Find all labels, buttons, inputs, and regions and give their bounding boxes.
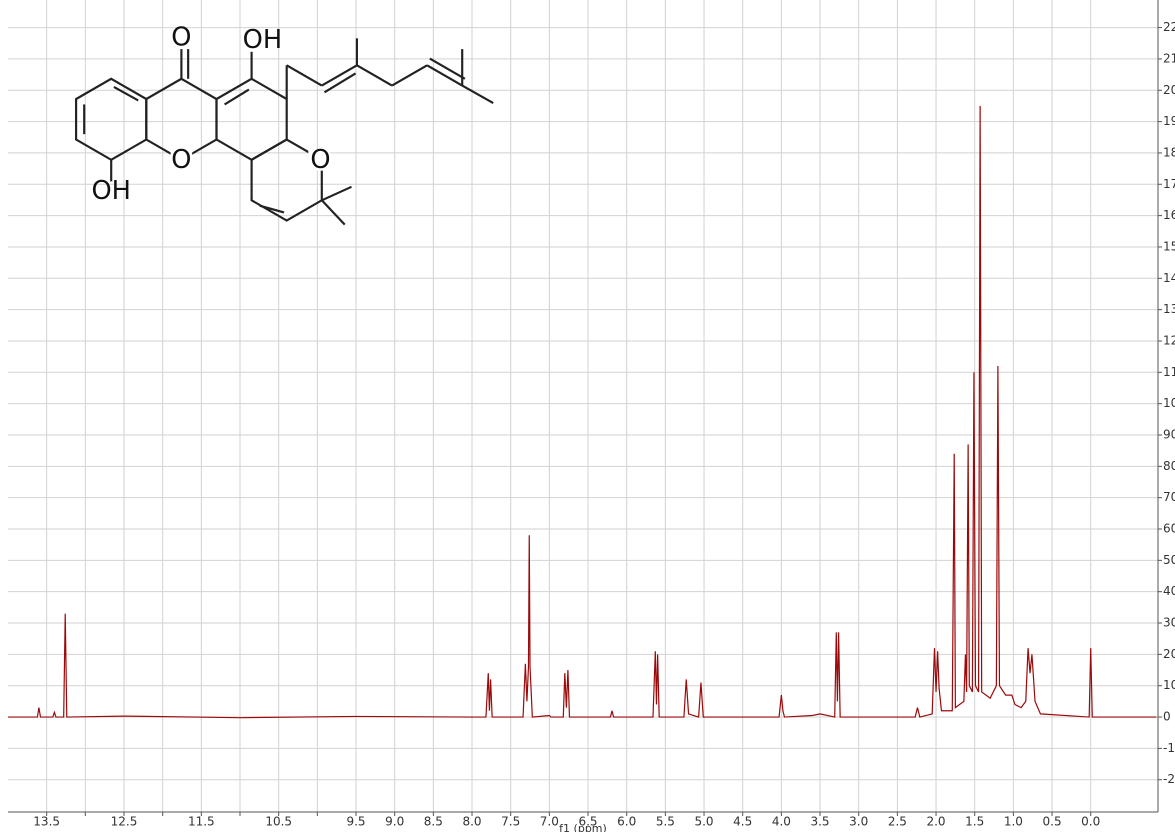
- y-tick-label: 190: [1163, 114, 1175, 128]
- x-tick-label: 3.0: [849, 815, 868, 829]
- y-tick-label: 150: [1163, 239, 1175, 253]
- y-tick-label: 40: [1163, 584, 1175, 598]
- structure: O OH O O OH: [76, 22, 493, 224]
- y-tick-label: -20: [1163, 772, 1175, 786]
- x-tick-label: 12.5: [111, 815, 138, 829]
- y-tick-label: 20: [1163, 647, 1175, 661]
- bond: [287, 65, 322, 85]
- x-tick-label: 2.5: [888, 815, 907, 829]
- y-tick-label: 170: [1163, 177, 1175, 191]
- x-tick-label: 1.5: [965, 815, 984, 829]
- x-tick-label: 6.0: [617, 815, 636, 829]
- x-tick-label: 4.5: [733, 815, 752, 829]
- ring: [217, 79, 287, 160]
- x-tick-label: 4.0: [772, 815, 791, 829]
- y-tick-label: 100: [1163, 396, 1175, 410]
- y-tick-label: 70: [1163, 490, 1175, 504]
- bond: [114, 87, 138, 101]
- x-tick-label: 3.5: [810, 815, 829, 829]
- x-tick-label: 0.0: [1081, 815, 1100, 829]
- y-tick-label: 180: [1163, 145, 1175, 159]
- x-tick-label: 1.0: [1004, 815, 1023, 829]
- spectrum-line: [8, 106, 1156, 718]
- atom-label: O: [310, 145, 330, 175]
- y-tick-label: 200: [1163, 83, 1175, 97]
- x-tick-label: 6.5: [578, 815, 597, 829]
- y-tick-label: 160: [1163, 208, 1175, 222]
- x-tick-label: 11.5: [188, 815, 215, 829]
- y-tick-label: 50: [1163, 553, 1175, 567]
- chart: O OH O O OH f1 (ppm) -20-100102030405060…: [0, 0, 1175, 832]
- x-tick-label: 7.0: [540, 815, 559, 829]
- bond: [322, 200, 345, 224]
- y-tick-label: 220: [1163, 20, 1175, 34]
- x-tick-label: 8.5: [424, 815, 443, 829]
- bond: [462, 86, 493, 104]
- y-tick-label: 130: [1163, 302, 1175, 316]
- y-tick-label: 120: [1163, 333, 1175, 347]
- ring: [76, 79, 146, 160]
- x-tick-label: 13.5: [33, 815, 60, 829]
- y-tick-label: 140: [1163, 271, 1175, 285]
- y-tick-label: 210: [1163, 51, 1175, 65]
- y-tick-label: 90: [1163, 427, 1175, 441]
- x-tick-label: 8.0: [462, 815, 481, 829]
- x-tick-label: 10.5: [265, 815, 292, 829]
- grid: [8, 0, 1158, 812]
- x-tick-label: 9.5: [346, 815, 365, 829]
- atom-label: O: [171, 22, 191, 52]
- atom-label: OH: [91, 176, 130, 206]
- x-tick-label: 5.0: [694, 815, 713, 829]
- atom-label: O: [171, 145, 191, 175]
- x-tick-label: 7.5: [501, 815, 520, 829]
- atom-label: OH: [243, 25, 282, 55]
- y-tick-label: 110: [1163, 365, 1175, 379]
- bond: [322, 187, 352, 201]
- x-tick-label: 9.0: [385, 815, 404, 829]
- y-tick-label: 80: [1163, 459, 1175, 473]
- y-tick-label: 0: [1163, 710, 1171, 724]
- y-tick-label: 60: [1163, 522, 1175, 536]
- y-tick-label: 30: [1163, 616, 1175, 630]
- x-tick-label: 0.5: [1043, 815, 1062, 829]
- x-tick-label: 2.0: [926, 815, 945, 829]
- y-tick-label: -10: [1163, 741, 1175, 755]
- bond: [357, 65, 392, 85]
- y-tick-label: 10: [1163, 678, 1175, 692]
- bond: [392, 65, 427, 85]
- x-tick-label: 5.5: [656, 815, 675, 829]
